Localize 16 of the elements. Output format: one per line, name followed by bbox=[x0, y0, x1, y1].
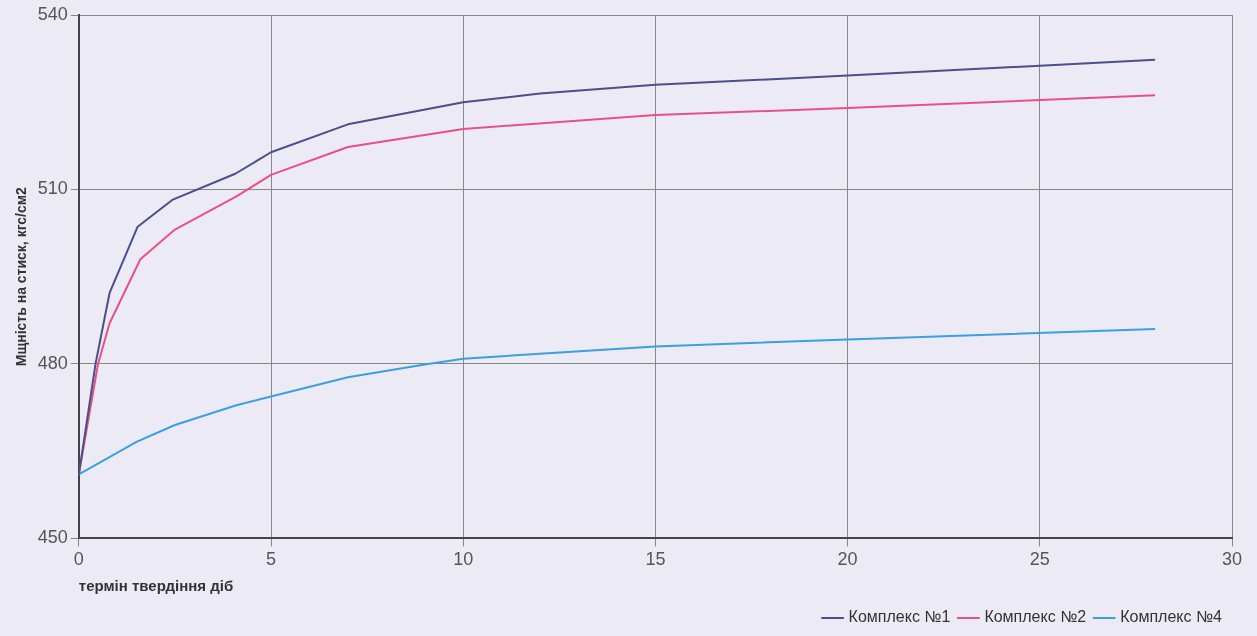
y-tick-label: 450 bbox=[37, 527, 68, 548]
x-tick-label: 10 bbox=[453, 549, 474, 570]
legend-label: Комплекс №2 bbox=[984, 608, 1087, 626]
y-tick-label: 510 bbox=[37, 178, 68, 199]
x-tick-label: 5 bbox=[266, 549, 277, 570]
x-tick-label: 30 bbox=[1221, 549, 1243, 570]
y-tick-label: 540 bbox=[37, 3, 68, 24]
x-tick-label: 25 bbox=[1029, 549, 1050, 570]
x-tick-label: 0 bbox=[73, 549, 84, 570]
x-tick-label: 20 bbox=[837, 549, 858, 570]
y-tick-label: 480 bbox=[37, 352, 68, 373]
legend-label: Комплекс №4 bbox=[1120, 608, 1223, 626]
x-axis-title: термін твердіння діб bbox=[78, 577, 234, 595]
legend-label: Комплекс №1 bbox=[848, 608, 951, 626]
y-axis-title: Мщність на стиск, кгс/см2 bbox=[13, 186, 30, 367]
x-tick-label: 15 bbox=[645, 549, 666, 570]
